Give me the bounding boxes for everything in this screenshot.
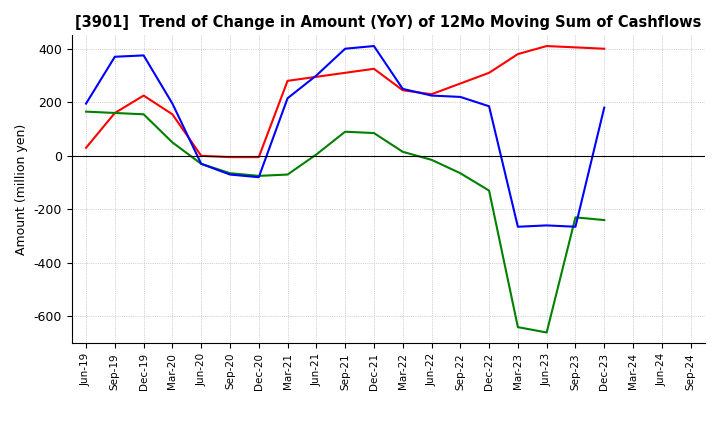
Free Cashflow — [398, 86, 407, 92]
Investing Cashflow — [542, 330, 551, 335]
Free Cashflow — [456, 94, 464, 99]
Investing Cashflow — [254, 173, 263, 179]
Operating Cashflow — [542, 44, 551, 49]
Operating Cashflow — [254, 154, 263, 160]
Free Cashflow — [225, 172, 234, 177]
Investing Cashflow — [600, 217, 608, 223]
Operating Cashflow — [341, 70, 349, 75]
Free Cashflow — [139, 53, 148, 58]
Operating Cashflow — [398, 88, 407, 93]
Free Cashflow — [369, 44, 378, 49]
Y-axis label: Amount (million yen): Amount (million yen) — [15, 124, 28, 255]
Operating Cashflow — [197, 153, 205, 158]
Operating Cashflow — [571, 45, 580, 50]
Free Cashflow — [110, 54, 119, 59]
Investing Cashflow — [197, 161, 205, 166]
Investing Cashflow — [168, 140, 176, 145]
Free Cashflow — [600, 105, 608, 110]
Investing Cashflow — [82, 109, 91, 114]
Line: Investing Cashflow: Investing Cashflow — [86, 112, 604, 333]
Operating Cashflow — [110, 110, 119, 116]
Operating Cashflow — [513, 51, 522, 57]
Investing Cashflow — [312, 152, 320, 157]
Free Cashflow — [82, 101, 91, 106]
Free Cashflow — [571, 224, 580, 229]
Free Cashflow — [197, 161, 205, 166]
Free Cashflow — [341, 46, 349, 51]
Operating Cashflow — [312, 74, 320, 80]
Investing Cashflow — [341, 129, 349, 134]
Free Cashflow — [254, 175, 263, 180]
Investing Cashflow — [485, 188, 493, 193]
Free Cashflow — [427, 93, 436, 98]
Investing Cashflow — [225, 171, 234, 176]
Investing Cashflow — [398, 149, 407, 154]
Line: Free Cashflow: Free Cashflow — [86, 46, 604, 227]
Line: Operating Cashflow: Operating Cashflow — [86, 46, 604, 157]
Operating Cashflow — [283, 78, 292, 84]
Operating Cashflow — [82, 145, 91, 150]
Operating Cashflow — [369, 66, 378, 71]
Operating Cashflow — [225, 154, 234, 160]
Investing Cashflow — [456, 171, 464, 176]
Operating Cashflow — [456, 81, 464, 86]
Operating Cashflow — [600, 46, 608, 51]
Free Cashflow — [283, 95, 292, 101]
Free Cashflow — [513, 224, 522, 229]
Free Cashflow — [168, 101, 176, 106]
Operating Cashflow — [427, 92, 436, 97]
Investing Cashflow — [427, 157, 436, 162]
Investing Cashflow — [139, 112, 148, 117]
Free Cashflow — [312, 73, 320, 78]
Operating Cashflow — [485, 70, 493, 75]
Investing Cashflow — [283, 172, 292, 177]
Investing Cashflow — [110, 110, 119, 116]
Free Cashflow — [485, 104, 493, 109]
Free Cashflow — [542, 223, 551, 228]
Investing Cashflow — [369, 130, 378, 136]
Operating Cashflow — [168, 112, 176, 117]
Title: [3901]  Trend of Change in Amount (YoY) of 12Mo Moving Sum of Cashflows: [3901] Trend of Change in Amount (YoY) o… — [75, 15, 701, 30]
Investing Cashflow — [571, 215, 580, 220]
Operating Cashflow — [139, 93, 148, 98]
Investing Cashflow — [513, 324, 522, 330]
